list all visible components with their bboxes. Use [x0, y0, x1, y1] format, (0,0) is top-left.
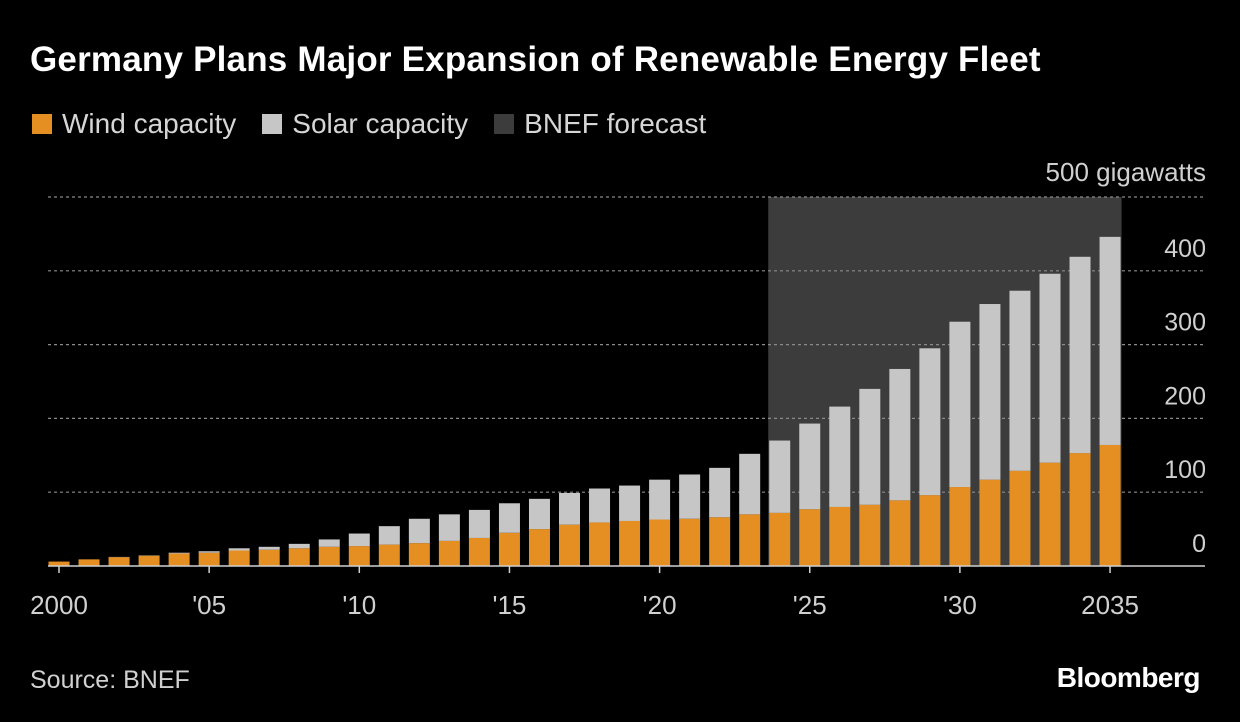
source-note: Source: BNEF	[30, 666, 190, 694]
bar-wind-2022	[709, 517, 731, 566]
bar-wind-2031	[979, 479, 1001, 566]
bar-wind-2030	[949, 487, 971, 566]
x-tick-label-2035: 2035	[1081, 590, 1139, 620]
legend-item-forecast: BNEF forecast	[494, 108, 706, 140]
legend-item-solar: Solar capacity	[262, 108, 468, 140]
bar-solar-2023	[739, 453, 761, 515]
bar-solar-2011	[378, 526, 400, 545]
bar-solar-2025	[799, 423, 821, 510]
bar-wind-2010	[348, 546, 370, 566]
bar-solar-2024	[769, 440, 791, 513]
chart-title: Germany Plans Major Expansion of Renewab…	[30, 40, 1041, 79]
bar-wind-2009	[318, 546, 340, 566]
legend-swatch-forecast	[494, 114, 515, 134]
bar-solar-2029	[919, 348, 941, 496]
legend: Wind capacity Solar capacity BNEF foreca…	[32, 108, 706, 140]
bar-solar-2020	[649, 479, 671, 520]
legend-swatch-wind	[32, 114, 52, 134]
bar-solar-2015	[498, 503, 520, 533]
bar-solar-2022	[709, 467, 731, 518]
bar-wind-2032	[1009, 470, 1031, 566]
bar-solar-2018	[589, 488, 611, 523]
bar-wind-2033	[1039, 462, 1061, 566]
bar-wind-2028	[889, 500, 911, 566]
bar-solar-2012	[408, 518, 430, 544]
bar-wind-2005	[198, 552, 220, 566]
y-tick-label-200: 200	[1164, 382, 1206, 410]
bar-solar-2033	[1039, 273, 1061, 463]
bar-wind-2024	[769, 512, 791, 566]
bar-solar-2026	[829, 406, 851, 507]
bar-wind-2003	[138, 555, 160, 566]
bar-wind-2021	[679, 518, 701, 566]
bar-solar-2035	[1099, 236, 1121, 445]
bar-wind-2015	[498, 532, 520, 566]
bar-solar-2008	[288, 543, 310, 549]
y-tick-label-100: 100	[1164, 456, 1206, 484]
x-tick-label-2020: '20	[643, 590, 677, 620]
legend-label-wind: Wind capacity	[62, 108, 237, 139]
bar-wind-2011	[378, 544, 400, 566]
bar-wind-2007	[258, 549, 280, 566]
bar-solar-2014	[468, 509, 490, 538]
bar-solar-2004	[168, 552, 190, 554]
legend-swatch-solar	[262, 114, 283, 134]
bar-wind-2019	[619, 520, 641, 566]
bar-wind-2025	[799, 509, 821, 566]
x-tick-label-2030: '30	[943, 590, 977, 620]
bar-wind-2018	[589, 522, 611, 566]
bar-wind-2002	[108, 557, 130, 566]
bar-wind-2012	[408, 543, 430, 566]
bar-solar-2032	[1009, 290, 1031, 471]
bar-solar-2021	[679, 474, 701, 519]
bar-solar-2007	[258, 546, 280, 550]
bar-wind-2020	[649, 519, 671, 566]
forecast-band	[768, 197, 1122, 566]
bar-wind-2013	[438, 540, 460, 566]
bar-wind-2001	[78, 559, 100, 566]
bar-wind-2034	[1069, 453, 1091, 566]
x-tick-label-2010: '10	[342, 590, 376, 620]
y-units-label: 500 gigawatts	[1046, 157, 1206, 187]
x-tick-label-2015: '15	[493, 590, 527, 620]
legend-item-wind: Wind capacity	[32, 108, 236, 140]
legend-label-solar: Solar capacity	[292, 108, 469, 139]
y-tick-label-400: 400	[1164, 235, 1206, 263]
bar-solar-2006	[228, 548, 250, 551]
brand-logo: Bloomberg	[1056, 662, 1201, 693]
bar-solar-2027	[859, 388, 881, 505]
bar-solar-2016	[528, 498, 550, 530]
legend-label-forecast: BNEF forecast	[524, 108, 707, 139]
bar-solar-2030	[949, 321, 971, 488]
y-tick-label-0: 0	[1192, 530, 1206, 558]
bar-solar-2013	[438, 514, 460, 541]
bar-wind-2027	[859, 504, 881, 566]
bar-solar-2034	[1069, 256, 1091, 454]
bar-wind-2000	[48, 561, 70, 566]
bar-solar-2019	[619, 485, 641, 521]
bar-wind-2004	[168, 553, 190, 566]
bar-solar-2028	[889, 368, 911, 501]
bar-wind-2016	[528, 529, 550, 566]
bar-solar-2010	[348, 533, 370, 547]
bar-wind-2029	[919, 495, 941, 566]
bar-solar-2009	[318, 539, 340, 547]
bar-solar-2017	[559, 492, 581, 525]
bar-wind-2017	[559, 524, 581, 566]
bar-wind-2023	[739, 514, 761, 566]
bar-solar-2005	[198, 551, 220, 553]
bar-wind-2006	[228, 550, 250, 566]
bar-solar-2031	[979, 304, 1001, 480]
bar-wind-2026	[829, 506, 851, 566]
x-tick-label-2000: 2000	[30, 590, 88, 620]
x-tick-label-2005: '05	[192, 590, 226, 620]
y-tick-label-300: 300	[1164, 309, 1206, 337]
x-tick-label-2025: '25	[793, 590, 827, 620]
bar-wind-2008	[288, 548, 310, 566]
bar-wind-2035	[1099, 444, 1121, 566]
bar-wind-2014	[468, 537, 490, 566]
